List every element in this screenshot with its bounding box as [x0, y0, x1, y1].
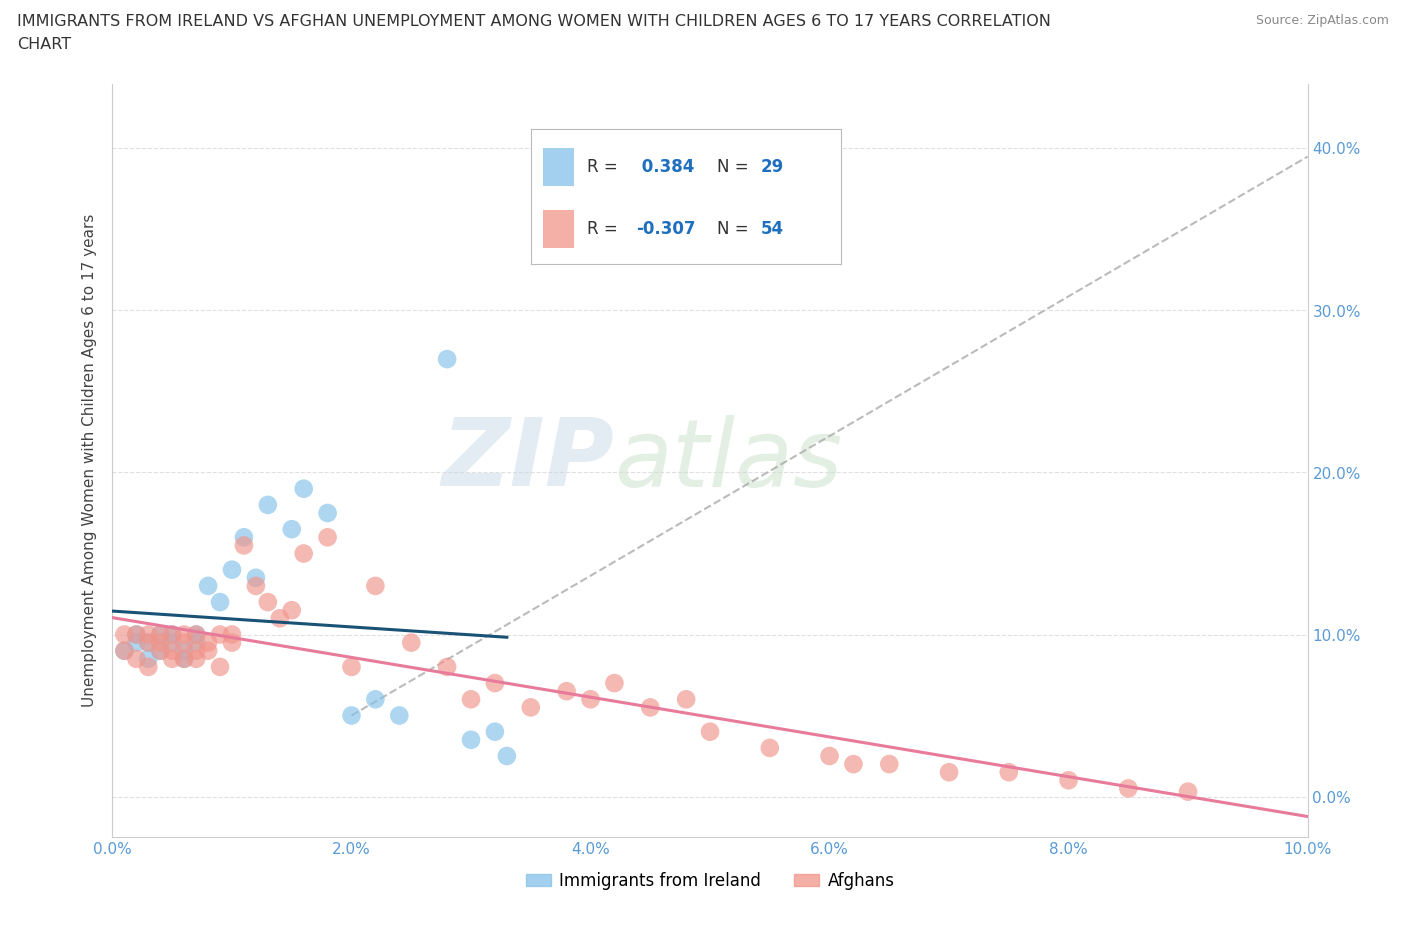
Point: [388, 708, 411, 723]
Point: [257, 498, 280, 512]
Text: CHART: CHART: [17, 37, 70, 52]
Point: [173, 635, 195, 650]
Point: [269, 611, 291, 626]
Point: [281, 603, 304, 618]
Point: [173, 651, 195, 666]
Point: [173, 644, 195, 658]
Point: [114, 644, 135, 658]
Point: [125, 627, 148, 642]
Point: [675, 692, 697, 707]
Point: [640, 700, 662, 715]
Point: [197, 644, 219, 658]
Point: [197, 578, 219, 593]
Point: [281, 522, 304, 537]
Point: [842, 757, 865, 772]
Point: [436, 352, 458, 366]
Y-axis label: Unemployment Among Women with Children Ages 6 to 17 years: Unemployment Among Women with Children A…: [82, 214, 97, 707]
Point: [484, 676, 506, 691]
Point: [257, 594, 280, 609]
Point: [138, 627, 160, 642]
Point: [221, 563, 243, 578]
Point: [125, 635, 148, 650]
Point: [173, 627, 195, 642]
Point: [233, 530, 256, 545]
Point: [340, 659, 363, 674]
Point: [699, 724, 721, 739]
Point: [245, 578, 267, 593]
Point: [138, 651, 160, 666]
Point: [186, 635, 208, 650]
Point: [186, 627, 208, 642]
Point: [114, 644, 135, 658]
Point: [938, 764, 960, 779]
Point: [197, 635, 219, 650]
Point: [149, 644, 172, 658]
Point: [125, 627, 148, 642]
Point: [245, 570, 267, 585]
Point: [316, 506, 339, 521]
Point: [759, 740, 782, 755]
Point: [364, 578, 387, 593]
Point: [496, 749, 519, 764]
Point: [162, 651, 183, 666]
Text: atlas: atlas: [614, 415, 842, 506]
Point: [1177, 784, 1199, 799]
Point: [436, 659, 458, 674]
Point: [484, 724, 506, 739]
Point: [149, 635, 172, 650]
Text: ZIP: ZIP: [441, 415, 614, 506]
Point: [555, 684, 578, 698]
Point: [579, 692, 602, 707]
Point: [162, 635, 183, 650]
Point: [1057, 773, 1080, 788]
Point: [292, 481, 315, 496]
Point: [603, 676, 626, 691]
Point: [460, 732, 482, 747]
Point: [162, 644, 183, 658]
Point: [221, 635, 243, 650]
Point: [879, 757, 901, 772]
Point: [114, 627, 135, 642]
Text: IMMIGRANTS FROM IRELAND VS AFGHAN UNEMPLOYMENT AMONG WOMEN WITH CHILDREN AGES 6 : IMMIGRANTS FROM IRELAND VS AFGHAN UNEMPL…: [17, 14, 1050, 29]
Point: [401, 635, 423, 650]
Point: [233, 538, 256, 552]
Point: [316, 530, 339, 545]
Point: [138, 659, 160, 674]
Point: [149, 627, 172, 642]
Point: [173, 651, 195, 666]
Point: [138, 635, 160, 650]
Point: [209, 594, 232, 609]
Point: [138, 635, 160, 650]
Point: [186, 651, 208, 666]
Point: [149, 644, 172, 658]
Point: [818, 749, 841, 764]
Point: [520, 700, 543, 715]
Point: [292, 546, 315, 561]
Point: [162, 627, 183, 642]
Text: Source: ZipAtlas.com: Source: ZipAtlas.com: [1256, 14, 1389, 27]
Point: [221, 627, 243, 642]
Point: [1118, 781, 1140, 796]
Point: [364, 692, 387, 707]
Point: [186, 644, 208, 658]
Legend: Immigrants from Ireland, Afghans: Immigrants from Ireland, Afghans: [519, 865, 901, 897]
Point: [209, 627, 232, 642]
Point: [209, 659, 232, 674]
Point: [125, 651, 148, 666]
Point: [460, 692, 482, 707]
Point: [340, 708, 363, 723]
Point: [998, 764, 1021, 779]
Point: [149, 627, 172, 642]
Point: [162, 627, 183, 642]
Point: [186, 627, 208, 642]
